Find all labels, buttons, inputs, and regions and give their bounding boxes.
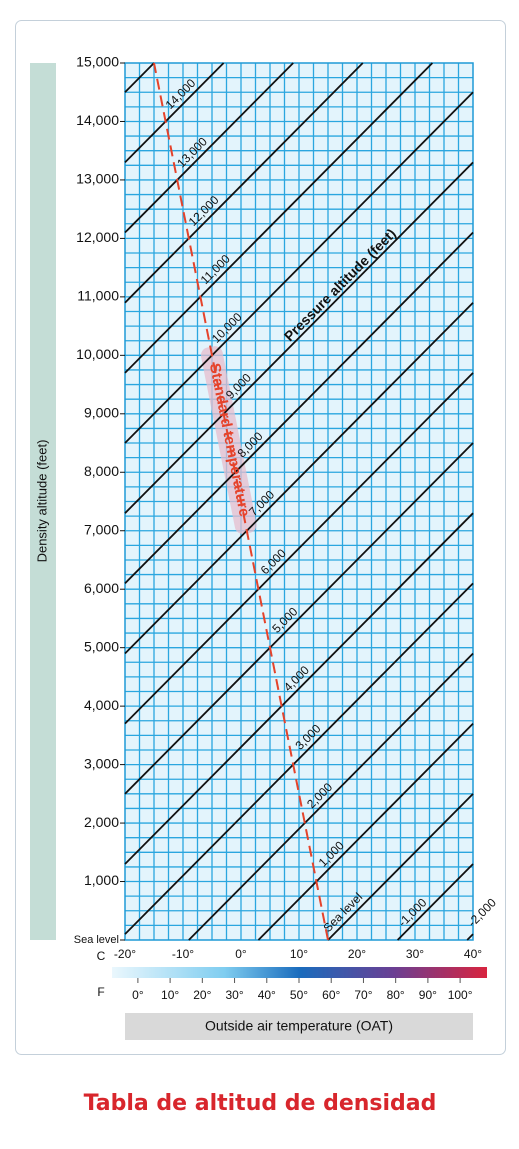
pressure-altitude-line: [124, 442, 474, 795]
temperature-bar: [112, 967, 487, 978]
x2-tick-label: 90°: [419, 988, 437, 1002]
x2-tick-label: 100°: [448, 988, 473, 1002]
x2-tick-label: 80°: [387, 988, 405, 1002]
pressure-altitude-line: [124, 62, 434, 374]
y-tick-label: 1,000: [84, 872, 119, 888]
x-tick-label: 20°: [348, 947, 366, 961]
grid: [125, 63, 473, 940]
y-tick-label: 7,000: [84, 521, 119, 537]
x-tick-label: 40°: [464, 947, 482, 961]
standard-temperature-line: [153, 62, 329, 941]
x2-unit-label: F: [97, 985, 104, 999]
y-tick-label: 14,000: [76, 112, 119, 128]
pressure-altitude-line: [396, 863, 474, 941]
chart-title: Tabla de altitud de densidad: [84, 1091, 437, 1116]
plot-border: [124, 62, 474, 941]
x-tick-label: 10°: [290, 947, 308, 961]
x2-tick-label: 70°: [354, 988, 372, 1002]
x-unit-label: C: [97, 949, 106, 963]
y-tick-label: 6,000: [84, 580, 119, 596]
y-tick-label: 5,000: [84, 638, 119, 654]
y-tick-label: 9,000: [84, 405, 119, 421]
pressure-altitude-line: [124, 62, 225, 164]
y-tick-label: 3,000: [84, 755, 119, 771]
x-tick-label: 0°: [235, 947, 247, 961]
y-tick-label: 12,000: [76, 229, 119, 245]
x2-tick-label: 10°: [161, 988, 179, 1002]
pressure-altitude-line: [124, 62, 294, 234]
pressure-altitude-line: [257, 723, 474, 941]
y-tick-label: 11,000: [77, 288, 119, 304]
pressure-altitude-line: [124, 62, 364, 304]
standard-temperature-label-bg: [200, 346, 257, 535]
y-tick-label: 2,000: [84, 814, 119, 830]
pressure-altitude-line: [124, 62, 155, 93]
x2-tick-label: 60°: [322, 988, 340, 1002]
y-tick-label: 10,000: [76, 346, 119, 362]
x2-tick-label: 30°: [225, 988, 243, 1002]
pressure-altitude-line: [124, 231, 474, 584]
y-tick-label: 13,000: [76, 171, 119, 187]
pressure-altitude-line: [124, 91, 474, 444]
x-tick-label: 30°: [406, 947, 424, 961]
x-label-box: [125, 1013, 473, 1040]
pressure-altitude-line: [124, 512, 474, 865]
pressure-altitude-line: [124, 161, 474, 514]
pressure-altitude-line: [124, 372, 474, 725]
y-label-band: [30, 63, 56, 940]
y-axis-label: Density altitude (feet): [34, 440, 49, 563]
x2-tick-label: 20°: [193, 988, 211, 1002]
pressure-altitude-line: [327, 793, 474, 941]
x2-tick-label: 40°: [258, 988, 276, 1002]
y-tick-label: Sea level: [74, 934, 119, 946]
pressure-altitude-line: [188, 652, 474, 941]
y-tick-label: 15,000: [76, 54, 119, 70]
x-axis-label: Outside air temperature (OAT): [205, 1018, 393, 1034]
y-tick-label: 4,000: [84, 697, 119, 713]
pressure-altitude-line: [466, 933, 474, 941]
x-tick-label: -20°: [114, 947, 136, 961]
x-tick-label: -10°: [172, 947, 194, 961]
x2-tick-label: 0°: [132, 988, 144, 1002]
pressure-altitude-line: [124, 582, 474, 935]
y-tick-label: 8,000: [84, 463, 119, 479]
x2-tick-label: 50°: [290, 988, 308, 1002]
axes: Sea level 1,000 2,000 3,000 4,000 5,000 6,000 7…: [74, 54, 483, 1002]
pressure-altitude-line: [124, 302, 474, 655]
